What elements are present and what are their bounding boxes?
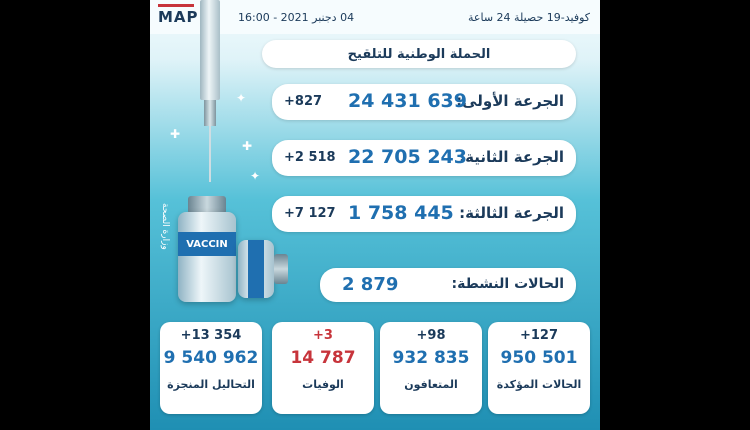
dose-second-row: الجرعة الثانية: 22 705 243 +2 518 [272,140,576,176]
card-label: الحالات المؤكدة [496,378,582,391]
vial-small-label [248,240,264,298]
infographic-panel: MAP 04 دجنبر 2021 - 16:00 كوفيد-19 حصيلة… [150,0,600,430]
syringe-needle [209,126,211,182]
dose-label: الجرعة الثالثة: [459,204,564,222]
dose-total: 24 431 639 [348,90,467,112]
vial-small-cap [274,254,288,284]
card-value: 932 835 [392,348,470,368]
card-confirmed: +127 950 501 الحالات المؤكدة [488,322,590,414]
sparkle-icon: ✚ [242,139,253,153]
logo-text: MAP [158,8,199,26]
dose-total: 22 705 243 [348,146,467,168]
dose-label: الجرعة الأولى: [456,92,564,110]
active-cases-label: الحالات النشطة: [451,276,564,292]
syringe-icon [200,0,220,100]
dose-increment: +2 518 [284,150,336,165]
card-tests: +13 354 9 540 962 التحاليل المنجزة [160,322,262,414]
ministry-label: وزارة الصحة [160,202,170,250]
sparkle-icon: ✦ [236,91,247,105]
active-cases-row: الحالات النشطة: 2 879 [320,268,576,302]
card-label: المتعافون [404,378,458,391]
header-bar: MAP 04 دجنبر 2021 - 16:00 كوفيد-19 حصيلة… [150,0,600,34]
card-increment: +3 [313,328,333,343]
campaign-title: الحملة الوطنية للتلقيح [262,40,576,68]
card-label: التحاليل المنجزة [167,378,255,391]
dose-label: الجرعة الثانية: [459,148,564,166]
card-deaths: +3 14 787 الوفيات [272,322,374,414]
card-increment: +127 [519,328,559,343]
date-time: 04 دجنبر 2021 - 16:00 [238,11,355,24]
card-increment: +98 [416,328,446,343]
map-logo: MAP [158,4,199,26]
covid-report-label: كوفيد-19 حصيلة 24 ساعة [468,11,590,24]
dose-increment: +827 [284,94,323,109]
sparkle-icon: ✚ [170,127,181,141]
card-label: الوفيات [302,378,344,391]
vaccine-vial-icon [178,212,236,302]
vial-cap [188,196,226,214]
syringe-hub [204,100,216,126]
sparkle-icon: ✦ [250,169,261,183]
dose-total: 1 758 445 [348,202,454,224]
card-value: 14 787 [290,348,356,368]
card-value: 9 540 962 [163,348,259,368]
card-value: 950 501 [500,348,578,368]
vial-label: VACCIN [178,232,236,256]
logo-accent [158,4,194,7]
card-increment: +13 354 [180,328,242,343]
dose-first-row: الجرعة الأولى: 24 431 639 +827 [272,84,576,120]
card-recovered: +98 932 835 المتعافون [380,322,482,414]
dose-increment: +7 127 [284,206,336,221]
dose-third-row: الجرعة الثالثة: 1 758 445 +7 127 [272,196,576,232]
active-cases-value: 2 879 [342,274,399,295]
